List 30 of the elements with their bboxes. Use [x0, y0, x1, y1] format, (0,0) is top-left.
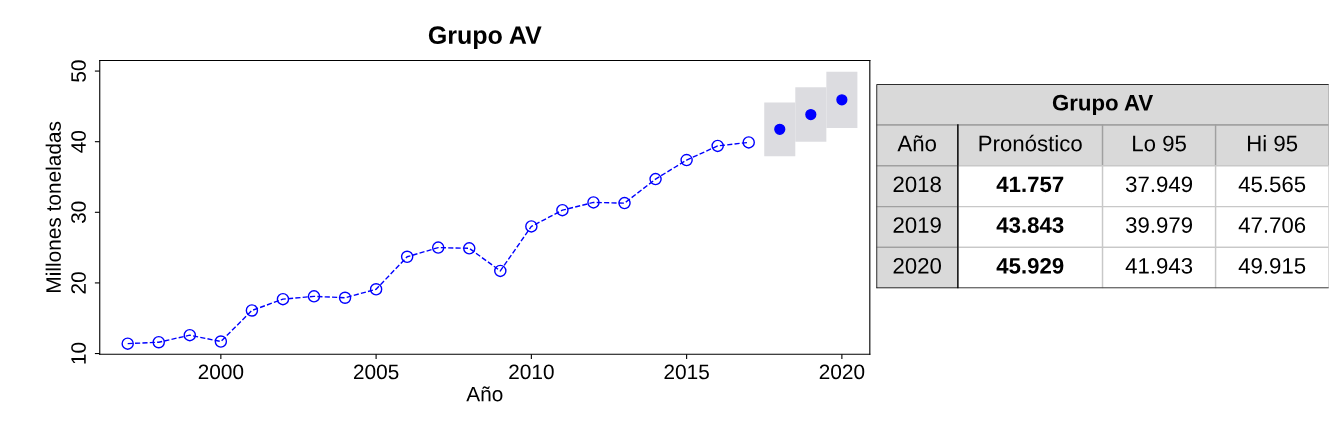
text: 47.706 [1238, 217, 1306, 233]
y-tick-label: 10 [71, 342, 86, 364]
text: 49.915 [1238, 257, 1306, 274]
y-tick-label: 30 [71, 201, 86, 224]
text: Grupo AV [1052, 94, 1154, 115]
category-label: 2018 [893, 176, 941, 193]
x-tick-label: 2015 [664, 364, 709, 380]
text: 45.565 [1238, 176, 1306, 193]
category-label: Pronóstico [979, 134, 1082, 152]
text: 37.949 [1125, 176, 1193, 193]
text: 39.979 [1125, 217, 1193, 233]
text: 43.843 [996, 217, 1064, 233]
category-label: Lo 95 [1133, 135, 1186, 152]
category-label: Hi 95 [1248, 135, 1298, 152]
y-tick-label: 20 [71, 272, 86, 294]
y-tick-label: 50 [71, 60, 86, 82]
category-label: 2019 [893, 217, 941, 233]
x-tick-label: 2020 [819, 364, 865, 380]
x-axis-title: Año [466, 386, 503, 402]
x-tick-label: 2010 [509, 364, 554, 380]
category-label: Año [897, 135, 937, 152]
text: 41.757 [996, 176, 1064, 193]
y-tick-label: 40 [71, 130, 86, 153]
x-tick-label: 2000 [198, 364, 244, 380]
x-tick-label: 2005 [353, 364, 399, 380]
category-label: 2020 [893, 257, 942, 274]
y-axis-title: Millones toneladas [45, 121, 61, 292]
text: 45.929 [996, 257, 1064, 274]
text: 41.943 [1125, 257, 1193, 274]
chart-title: Grupo AV [428, 26, 542, 49]
